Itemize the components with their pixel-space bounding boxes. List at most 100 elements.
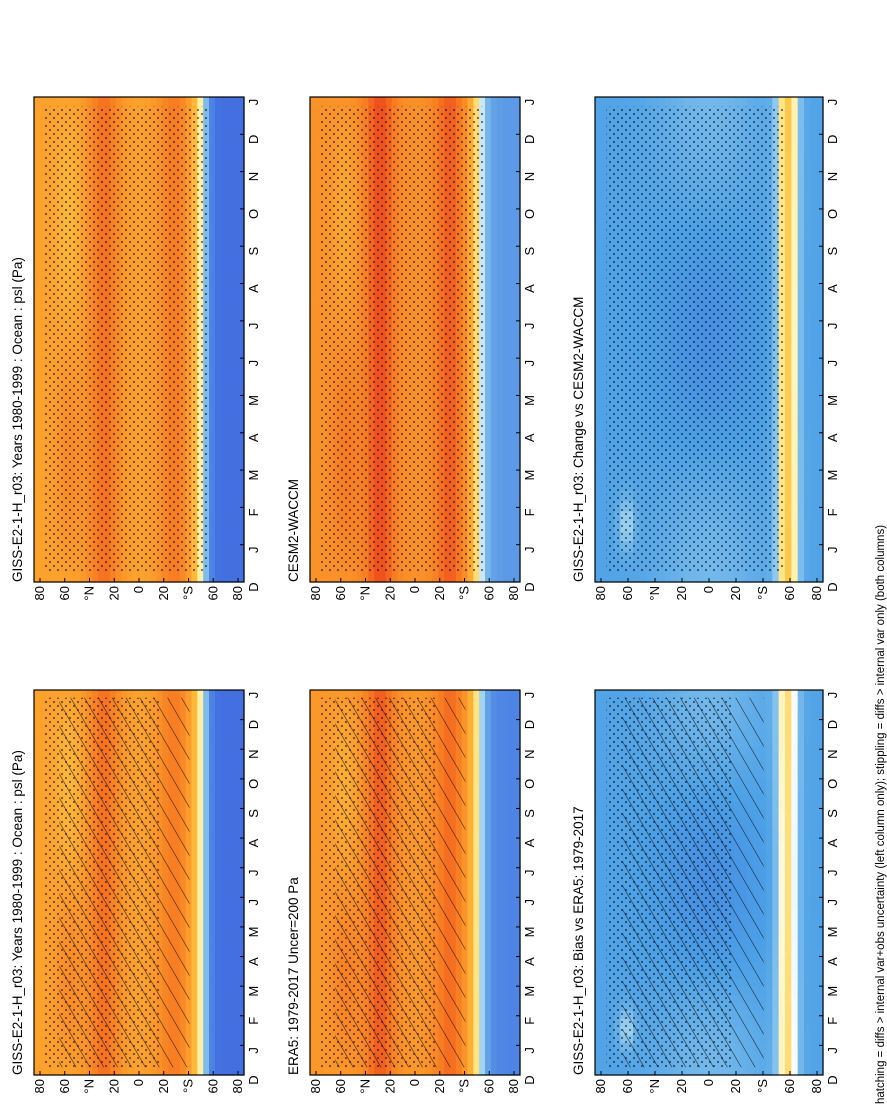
field-cell — [315, 762, 323, 771]
field-cell — [39, 127, 47, 139]
field-cell — [238, 826, 245, 835]
field-cell — [226, 238, 233, 250]
field-cell — [356, 1066, 364, 1076]
field-cell — [479, 978, 486, 988]
field-cell — [214, 117, 222, 128]
lat-tick-label: 20 — [156, 586, 171, 600]
field-cell — [473, 826, 480, 835]
field-cell — [191, 834, 198, 843]
field-cell — [220, 818, 228, 827]
field-cell — [467, 954, 474, 964]
field-cell — [473, 986, 480, 996]
field-cell — [34, 802, 41, 811]
field-cell — [203, 970, 210, 980]
field-cell — [220, 278, 228, 290]
field-cell — [39, 329, 47, 341]
field-cell — [34, 882, 41, 892]
field-cell — [232, 706, 239, 715]
field-cell — [238, 786, 245, 795]
month-tick-label: J — [246, 1047, 261, 1054]
field-cell — [214, 329, 222, 341]
field-cell — [415, 1066, 422, 1076]
field-cell — [220, 914, 228, 924]
field-cell — [238, 137, 245, 149]
field-cell — [473, 730, 480, 739]
field-cell — [203, 922, 210, 932]
field-cell — [238, 770, 245, 779]
field-cell — [220, 198, 228, 209]
field-cell — [197, 1042, 204, 1052]
field-cell — [203, 842, 210, 852]
field-cell — [197, 826, 204, 835]
field-cell — [385, 1066, 393, 1076]
field-cell — [238, 531, 245, 543]
field-cell — [238, 430, 245, 442]
field-cell — [39, 698, 47, 707]
field-cell — [209, 208, 216, 219]
field-cell — [226, 778, 233, 787]
field-cell — [310, 754, 317, 763]
field-cell — [220, 248, 228, 260]
field-cell — [115, 97, 123, 108]
field-cell — [467, 714, 474, 723]
month-tick-label: M — [246, 986, 261, 997]
field-cell — [191, 1058, 198, 1068]
field-cell — [479, 890, 486, 900]
field-cell — [191, 1026, 198, 1036]
field-cell — [39, 117, 47, 128]
field-cell — [220, 994, 228, 1004]
field-cell — [232, 834, 239, 843]
field-cell — [220, 978, 228, 988]
field-cell — [203, 722, 210, 731]
field-cell — [220, 938, 228, 948]
field-cell — [39, 278, 47, 290]
field-cell — [191, 866, 198, 876]
field-cell — [121, 690, 128, 699]
field-cell — [191, 858, 198, 868]
field-cell — [209, 177, 216, 189]
field-cell — [238, 440, 245, 452]
field-cell — [203, 1002, 210, 1012]
field-cell — [232, 420, 239, 432]
field-cell — [226, 834, 233, 843]
field-cell — [473, 1010, 480, 1020]
field-cell — [34, 978, 41, 988]
field-cell — [238, 117, 245, 128]
field-cell — [34, 379, 41, 391]
field-cell — [197, 1018, 204, 1028]
field-cell — [39, 762, 47, 771]
panel-title: GISS-E2-1-H_r03: Years 1980-1999 : Ocean… — [10, 750, 25, 1075]
field-cell — [232, 187, 239, 199]
field-cell — [191, 722, 198, 731]
field-cell — [226, 551, 233, 563]
field-cell — [238, 802, 245, 811]
field-cell — [109, 571, 117, 583]
field-cell — [209, 1058, 216, 1068]
field-cell — [226, 137, 233, 149]
field-cell — [214, 1066, 222, 1076]
field-cell — [479, 882, 486, 892]
field-cell — [197, 842, 204, 852]
field-cell — [203, 882, 210, 892]
field-cell — [226, 359, 233, 371]
field-cell — [209, 906, 216, 916]
field-cell — [473, 690, 480, 699]
field-cell — [479, 834, 486, 843]
field-cell — [479, 970, 486, 980]
field-cell — [220, 826, 228, 835]
field-cell — [356, 690, 364, 699]
field-cell — [214, 858, 222, 868]
field-cell — [226, 698, 233, 707]
field-cell — [203, 754, 210, 763]
field-cell — [74, 690, 82, 699]
field-cell — [39, 810, 47, 819]
field-cell — [197, 866, 204, 876]
field-cell — [214, 137, 222, 149]
field-cell — [310, 906, 317, 916]
field-cell — [139, 1066, 146, 1076]
field-cell — [191, 898, 198, 908]
field-cell — [209, 430, 216, 442]
field-cell — [39, 690, 47, 699]
field-cell — [209, 258, 216, 270]
field-cell — [39, 874, 47, 884]
